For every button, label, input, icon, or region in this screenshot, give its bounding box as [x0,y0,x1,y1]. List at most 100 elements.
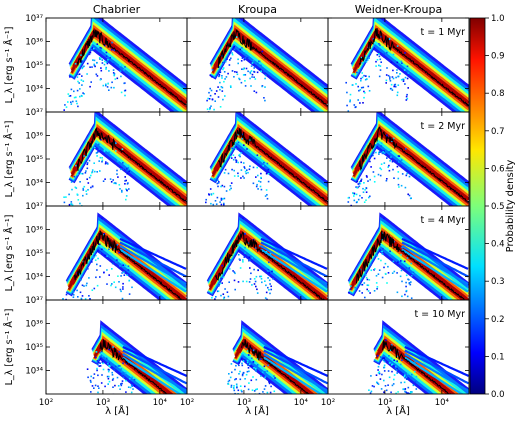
scatter-point [392,260,395,263]
scatter-point [70,328,72,330]
scatter-point [92,401,94,403]
scatter-point [79,202,81,205]
scatter-point [244,167,246,170]
scatter-point [66,307,68,309]
scatter-point [76,304,78,306]
scatter-point [219,282,222,285]
scatter-point [90,81,92,83]
scatter-point [101,350,103,353]
scatter-point [114,78,117,80]
scatter-point [264,280,266,282]
scatter-point [392,383,395,385]
scatter-point [71,204,74,206]
scatter-point [266,370,269,372]
scatter-point [259,181,262,183]
scatter-point [207,125,209,127]
scatter-point [69,302,71,304]
scatter-point [263,70,265,73]
scatter-point [246,148,248,150]
scatter-point [107,368,110,371]
scatter-point [92,59,94,61]
scatter-point [248,281,251,283]
scatter-point [246,350,249,352]
scatter-point [112,69,115,71]
scatter-point [107,59,109,61]
scatter-point [125,188,127,190]
scatter-point [215,308,217,310]
scatter-point [256,166,258,169]
scatter-point [385,79,388,82]
panel [186,17,329,127]
scatter-point [126,170,128,172]
scatter-point [240,161,242,164]
scatter-point [361,72,363,74]
colorbar-tick-label: 0.8 [491,89,505,99]
scatter-point [203,323,205,325]
scatter-point [115,261,117,264]
scatter-point [346,104,348,107]
scatter-point [82,80,85,82]
scatter-point [97,385,99,387]
scatter-point [360,77,362,80]
scatter-point [219,81,221,84]
scatter-point [82,194,84,197]
scatter-point [257,399,259,401]
scatter-point [82,92,84,94]
scatter-point [89,51,92,54]
scatter-point [267,364,269,367]
scatter-point [83,93,85,95]
scatter-point [230,147,233,150]
scatter-point [86,163,89,166]
scatter-point [245,373,248,376]
scatter-point [258,392,261,394]
scatter-point [65,196,67,198]
y-tick-label: 10³⁷ [25,202,43,212]
scatter-point [66,319,68,321]
scatter-point [102,84,105,87]
scatter-point [223,197,226,200]
scatter-point [368,396,370,398]
scatter-point [392,53,395,56]
scatter-point [119,69,121,71]
scatter-point [249,77,251,80]
scatter-point [245,280,248,283]
scatter-point [125,379,127,382]
scatter-point [244,51,247,54]
scatter-point [382,247,384,250]
scatter-point [366,59,369,61]
scatter-point [389,349,392,351]
scatter-point [94,170,96,173]
scatter-point [238,258,241,260]
scatter-point [381,373,383,376]
scatter-point [270,403,272,405]
scatter-point [80,306,82,308]
scatter-point [269,395,271,397]
scatter-point [127,164,130,167]
scatter-point [209,336,211,338]
scatter-point [234,368,236,371]
scatter-point [86,62,89,65]
scatter-point [86,73,88,75]
scatter-point [108,89,110,91]
x-tick-label: 10² [321,398,335,408]
scatter-point [108,362,110,365]
scatter-point [394,367,397,369]
scatter-point [350,204,352,206]
scatter-point [232,270,234,272]
scatter-point [251,257,253,259]
scatter-point [406,77,409,80]
scatter-point [238,362,240,364]
density-band [93,337,166,394]
scatter-point [412,272,414,275]
scatter-point [357,183,360,185]
scatter-point [111,41,113,44]
tail-curve [401,245,469,286]
scatter-point [88,277,90,279]
scatter-point [390,61,393,64]
scatter-point [77,105,79,108]
scatter-point [230,86,232,88]
scatter-point [383,149,385,152]
scatter-point [206,214,208,216]
scatter-point [358,302,360,304]
scatter-point [121,370,123,373]
